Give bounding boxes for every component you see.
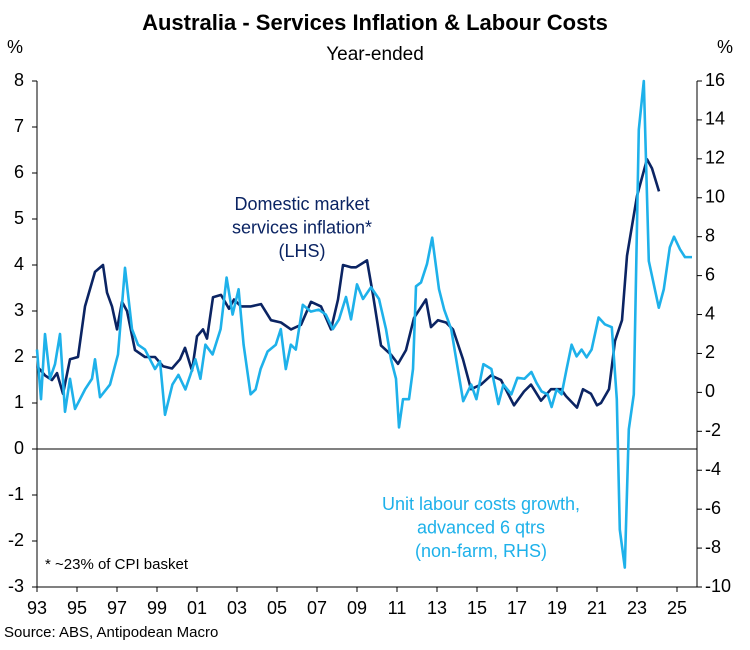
- y2-tick-label: -10: [705, 576, 731, 596]
- y2-tick-label: -6: [705, 498, 721, 518]
- x-tick-label: 93: [27, 598, 47, 618]
- x-tick-label: 95: [67, 598, 87, 618]
- x-tick-label: 05: [267, 598, 287, 618]
- y2-tick-label: -4: [705, 459, 721, 479]
- x-tick-label: 11: [388, 598, 407, 618]
- x-tick-label: 09: [347, 598, 367, 618]
- y2-tick-label: 6: [705, 264, 715, 284]
- y2-tick-label: 10: [705, 187, 725, 207]
- y-tick-label: 2: [14, 346, 24, 366]
- y2-tick-label: -2: [705, 420, 721, 440]
- y2-tick-label: 4: [705, 303, 715, 323]
- annotation: (LHS): [278, 241, 325, 261]
- x-tick-label: 97: [107, 598, 127, 618]
- x-tick-label: 17: [507, 598, 527, 618]
- annotation: (non-farm, RHS): [415, 541, 547, 561]
- y2-tick-label: 16: [705, 70, 725, 90]
- y-tick-label: 5: [14, 208, 24, 228]
- y-tick-label: 4: [14, 254, 24, 274]
- x-tick-label: 07: [307, 598, 327, 618]
- series-line: [36, 157, 661, 409]
- annotation: services inflation*: [232, 217, 372, 237]
- x-tick-label: 23: [627, 598, 647, 618]
- y-tick-label: -3: [8, 576, 24, 596]
- y2-tick-label: 2: [705, 342, 715, 362]
- source: Source: ABS, Antipodean Macro: [4, 624, 218, 641]
- y-tick-label: 3: [14, 300, 24, 320]
- y-tick-label: -2: [8, 530, 24, 550]
- chart-title: Australia - Services Inflation & Labour …: [142, 10, 608, 35]
- y2-tick-label: 12: [705, 148, 725, 168]
- y2-tick-label: 8: [705, 225, 715, 245]
- x-tick-label: 01: [187, 598, 207, 618]
- y2-axis-label: %: [717, 37, 733, 57]
- x-tick-label: 03: [227, 598, 247, 618]
- x-tick-label: 25: [667, 598, 687, 618]
- y2-tick-label: 0: [705, 381, 715, 401]
- x-tick-label: 15: [467, 598, 487, 618]
- annotation: Unit labour costs growth,: [382, 494, 580, 514]
- x-tick-label: 13: [427, 598, 447, 618]
- y-axis-label: %: [7, 37, 23, 57]
- x-tick-label: 21: [587, 598, 607, 618]
- x-tick-label: 99: [147, 598, 167, 618]
- series-line: [35, 79, 692, 569]
- y2-tick-label: 14: [705, 109, 725, 129]
- y-tick-label: 8: [14, 70, 24, 90]
- x-tick-label: 19: [547, 598, 567, 618]
- annotation: Domestic market: [234, 194, 369, 214]
- y-tick-label: 6: [14, 162, 24, 182]
- chart-subtitle: Year-ended: [326, 44, 424, 65]
- annotation: advanced 6 qtrs: [417, 517, 545, 537]
- footnote: * ~23% of CPI basket: [45, 556, 189, 573]
- y-tick-label: 0: [14, 438, 24, 458]
- y-tick-label: 7: [14, 116, 24, 136]
- y-tick-label: 1: [14, 392, 24, 412]
- y2-tick-label: -8: [705, 537, 721, 557]
- y-tick-label: -1: [8, 484, 24, 504]
